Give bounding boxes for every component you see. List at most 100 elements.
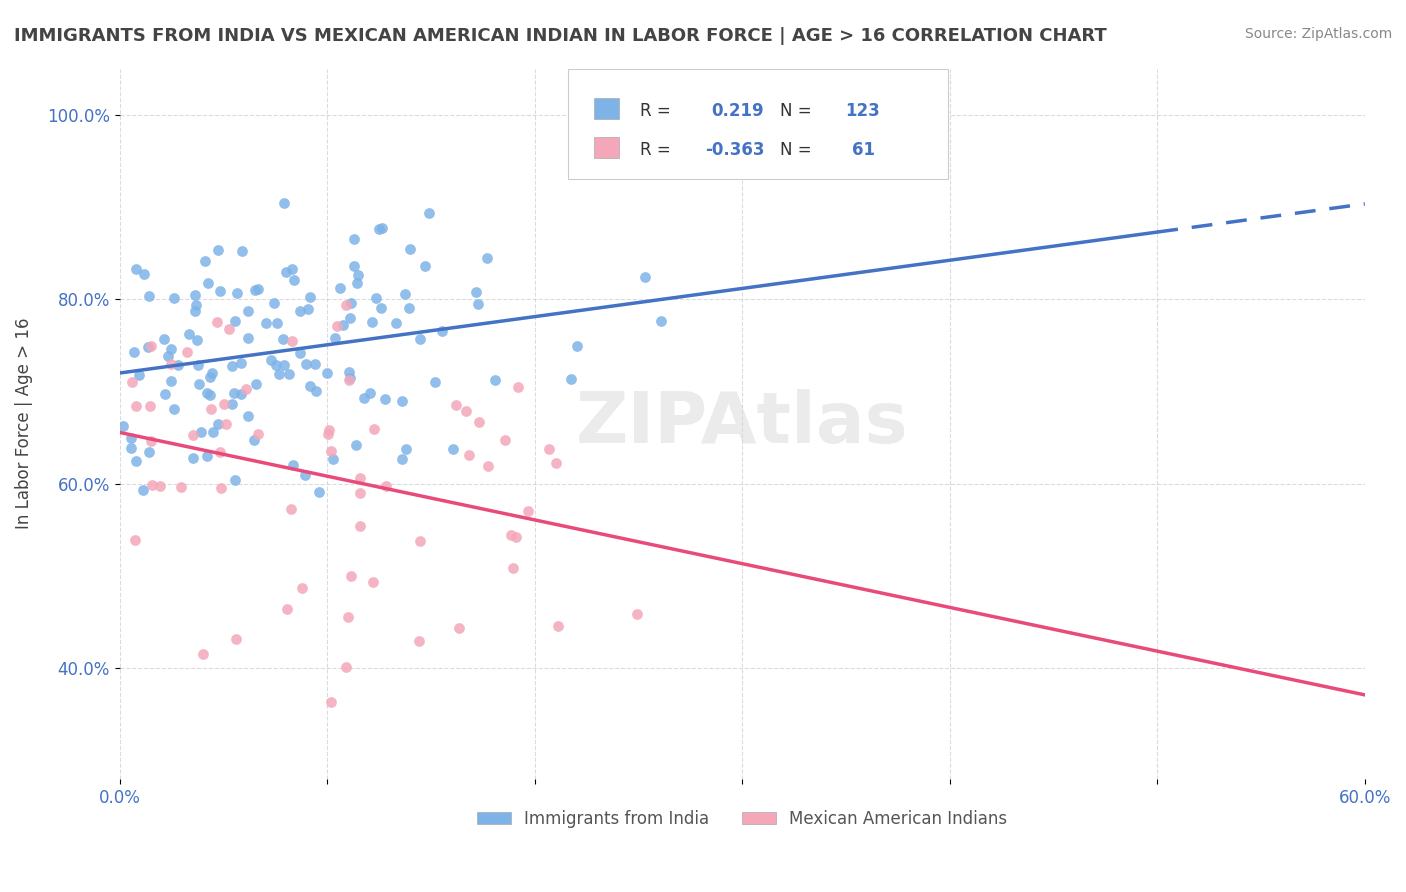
Point bbox=[125, 262, 148, 277]
Point bbox=[454, 404, 477, 418]
Point bbox=[273, 358, 295, 372]
Point bbox=[374, 478, 396, 492]
Point bbox=[236, 409, 259, 423]
Text: 123: 123 bbox=[845, 103, 880, 120]
Point bbox=[464, 285, 486, 299]
Point bbox=[650, 314, 672, 328]
Point bbox=[266, 316, 288, 330]
Point bbox=[187, 359, 209, 373]
Point bbox=[132, 267, 155, 281]
Point bbox=[141, 434, 163, 449]
Point bbox=[271, 332, 294, 346]
Text: ZIPAtlas: ZIPAtlas bbox=[576, 389, 908, 458]
Point bbox=[194, 253, 217, 268]
Point bbox=[195, 386, 218, 401]
Point bbox=[136, 340, 159, 354]
Point bbox=[139, 400, 162, 414]
Point bbox=[359, 386, 381, 401]
Point bbox=[340, 568, 363, 582]
Point bbox=[160, 357, 183, 371]
Text: Source: ZipAtlas.com: Source: ZipAtlas.com bbox=[1244, 27, 1392, 41]
Point bbox=[344, 438, 367, 452]
Point bbox=[128, 368, 150, 382]
Point bbox=[283, 273, 305, 287]
Point bbox=[409, 533, 432, 548]
Point bbox=[391, 393, 413, 408]
Point bbox=[231, 244, 253, 259]
Point bbox=[343, 232, 366, 246]
Point bbox=[544, 456, 567, 470]
Point bbox=[447, 621, 470, 635]
Point bbox=[112, 419, 135, 434]
Point bbox=[155, 387, 177, 401]
Point bbox=[188, 377, 211, 392]
Legend: Immigrants from India, Mexican American Indians: Immigrants from India, Mexican American … bbox=[471, 803, 1014, 835]
Point bbox=[329, 281, 352, 295]
Point bbox=[221, 397, 243, 411]
Point bbox=[280, 334, 302, 349]
Point bbox=[385, 316, 408, 330]
Point bbox=[444, 399, 467, 413]
Point bbox=[177, 326, 200, 341]
Point bbox=[505, 530, 527, 544]
Point bbox=[238, 304, 260, 318]
Point bbox=[413, 259, 436, 273]
Point bbox=[224, 473, 246, 487]
Point bbox=[298, 378, 321, 392]
Point bbox=[163, 291, 186, 305]
Point bbox=[322, 452, 344, 467]
Point bbox=[138, 444, 160, 458]
Point bbox=[247, 282, 270, 296]
Point bbox=[280, 502, 302, 516]
Point bbox=[153, 332, 176, 346]
Point bbox=[181, 428, 204, 442]
Point bbox=[391, 452, 413, 467]
Point bbox=[120, 431, 142, 445]
Point bbox=[297, 301, 319, 316]
Point bbox=[361, 315, 384, 329]
Text: 0.219: 0.219 bbox=[711, 103, 763, 120]
Point bbox=[560, 372, 582, 386]
Point bbox=[215, 417, 238, 432]
Point bbox=[125, 399, 148, 413]
Point bbox=[340, 295, 363, 310]
Point bbox=[245, 377, 267, 392]
Point bbox=[198, 388, 221, 402]
Point bbox=[207, 243, 229, 257]
Point bbox=[408, 634, 430, 648]
Point bbox=[374, 392, 396, 406]
Text: R =: R = bbox=[640, 141, 676, 159]
Point bbox=[254, 316, 277, 330]
Point bbox=[346, 268, 368, 283]
Point bbox=[195, 449, 218, 463]
Point bbox=[315, 366, 337, 380]
Point bbox=[231, 387, 253, 401]
Point bbox=[349, 471, 371, 485]
Point bbox=[395, 442, 418, 457]
Point bbox=[224, 313, 246, 327]
Point bbox=[246, 426, 269, 441]
Point bbox=[343, 260, 366, 274]
Point bbox=[502, 561, 524, 575]
Point bbox=[319, 444, 342, 458]
Point bbox=[274, 265, 297, 279]
Point bbox=[281, 262, 304, 277]
Point bbox=[291, 581, 314, 595]
Point bbox=[186, 298, 208, 312]
Point bbox=[260, 353, 283, 368]
Point bbox=[626, 607, 648, 621]
Point bbox=[349, 485, 371, 500]
Point bbox=[318, 423, 340, 437]
Point bbox=[508, 380, 530, 394]
Point bbox=[418, 206, 440, 220]
Point bbox=[160, 342, 183, 356]
Point bbox=[353, 391, 375, 405]
Point bbox=[294, 467, 316, 482]
Point bbox=[467, 415, 489, 429]
Point bbox=[321, 695, 343, 709]
Point bbox=[184, 288, 207, 302]
Point bbox=[121, 376, 143, 390]
Point bbox=[335, 660, 357, 674]
Point bbox=[567, 338, 589, 352]
Point bbox=[547, 618, 569, 632]
